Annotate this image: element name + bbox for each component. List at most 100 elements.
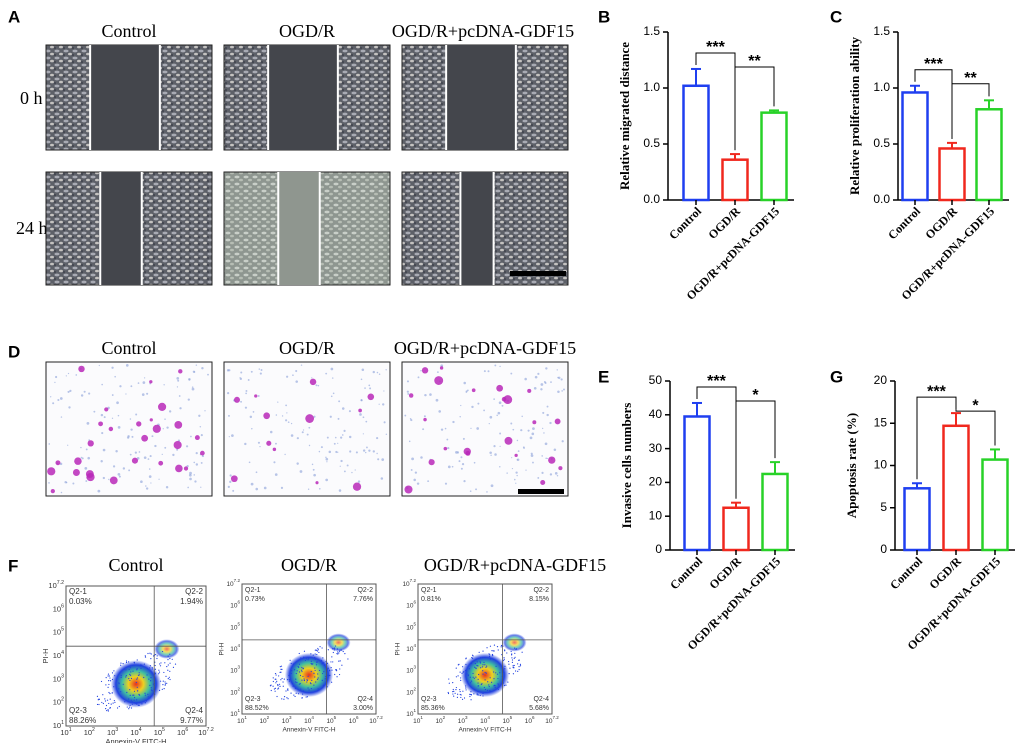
speck [315,384,318,387]
x-tick-label: 104 [130,727,141,737]
speck [138,451,141,453]
dot [479,661,481,663]
dot [517,663,519,665]
speck [143,377,146,379]
scale-bar [510,271,566,276]
speck [145,485,147,487]
speck [320,446,323,449]
dot [480,683,482,686]
cell [352,482,362,491]
cell [548,456,556,464]
dot [324,678,326,680]
speck [530,452,533,455]
dot [150,658,152,660]
tick-exp: 3 [61,674,64,680]
dot [484,679,486,681]
speck [364,387,366,389]
y-tick-label: 1.0 [873,80,890,94]
cell [496,384,504,392]
dot [163,671,165,674]
dot [168,676,170,678]
dot [465,663,467,666]
dot [321,663,323,665]
dot [272,685,274,687]
tick-base: 10 [60,728,68,737]
bracket [955,409,996,446]
speck [191,387,195,391]
speck [164,418,166,420]
dot [334,645,337,647]
quadrant-name: Q2-3 [69,706,87,715]
tick-exp: 2 [267,715,270,720]
dot [487,681,489,683]
dot [146,668,148,670]
dot [293,694,295,696]
speck [557,390,560,394]
tick-base: 10 [406,602,414,609]
speck [341,434,344,436]
dot [336,653,338,655]
speck [462,437,465,440]
tick-exp: 3 [115,727,118,733]
cell [136,421,142,427]
dot [481,666,484,668]
dot [128,698,130,700]
panel-label: D [8,342,20,361]
speck [228,369,231,372]
speck [130,385,133,388]
dot [326,686,328,688]
dot [150,689,152,691]
speck [172,453,175,457]
dot [293,669,296,671]
dot [316,653,318,656]
speck [369,387,372,390]
speck [188,378,191,381]
tick-base: 10 [458,718,466,725]
scratch [268,45,338,150]
speck [60,416,63,418]
x-tick-label: 106 [349,715,359,725]
quadrant-pct: 8.15% [529,596,549,603]
speck [114,375,116,378]
dot [338,652,340,654]
dot [150,653,152,655]
dot [338,650,341,652]
y-tick-label: 50 [649,373,663,387]
dot [154,668,157,670]
speck [383,390,385,392]
tick-base: 10 [402,581,410,588]
speck [85,480,88,482]
bracket [951,83,990,139]
x-tick-label: 101 [60,727,71,737]
dot [499,672,501,674]
speck [75,374,78,376]
cell [471,388,476,393]
tick-exp: 6 [413,600,416,605]
bar [975,108,1003,202]
dot [96,703,99,706]
cell [439,366,444,370]
dot [120,691,122,693]
speck [512,428,515,431]
speck [263,486,267,490]
dot [491,650,493,652]
dot [508,673,510,675]
micrograph [401,361,569,497]
speck [527,429,530,432]
column-title: Control [101,338,156,358]
tick-exp: 5 [334,715,337,720]
speck [463,480,466,483]
dot [511,653,513,655]
dot [144,694,147,696]
speck [177,379,180,382]
dot [459,671,461,673]
speck [200,461,203,464]
dot [484,657,486,659]
speck [195,463,199,466]
dot [298,663,301,665]
dot [486,665,488,667]
speck [135,413,138,416]
cell [173,440,182,450]
speck [554,472,558,475]
speck [141,393,145,396]
